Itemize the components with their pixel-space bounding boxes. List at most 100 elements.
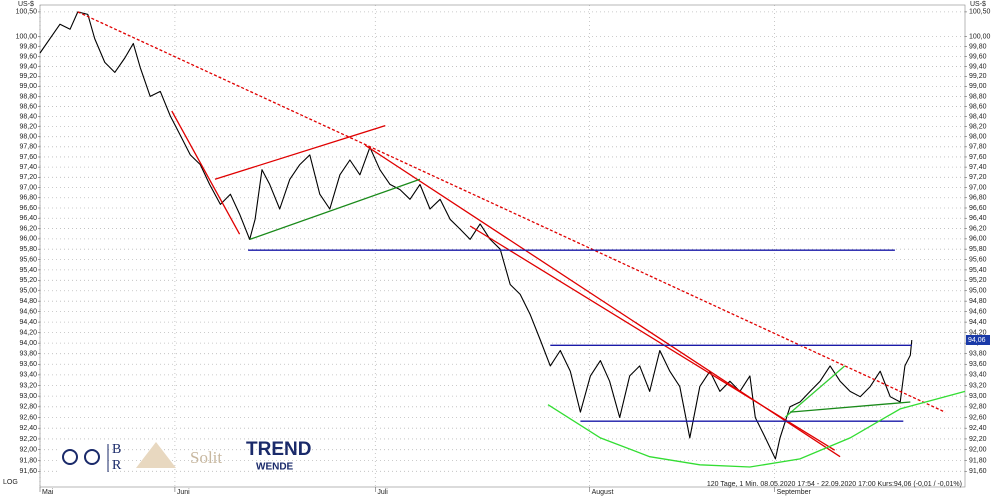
logo-text: B xyxy=(112,442,121,457)
y-unit-label: US-$ xyxy=(970,1,986,8)
y-tick-label: 93,40 xyxy=(969,372,987,379)
y-tick-label: 96,60 xyxy=(19,205,37,212)
y-tick-label: 95,60 xyxy=(19,256,37,263)
y-tick-label: 99,80 xyxy=(19,43,37,50)
y-tick-label: 98,20 xyxy=(19,123,37,130)
y-tick-label: 98,60 xyxy=(19,103,37,110)
y-tick-label: 96,60 xyxy=(969,205,987,212)
y-tick-label: 95,20 xyxy=(19,277,37,284)
y-tick-label: 98,60 xyxy=(969,103,987,110)
y-tick-label: 93,00 xyxy=(969,393,987,400)
y-tick-label: 95,00 xyxy=(969,288,987,295)
y-tick-label: 97,80 xyxy=(19,144,37,151)
y-tick-label: 94,40 xyxy=(969,319,987,326)
trend-line xyxy=(784,365,846,418)
y-tick-label: 95,40 xyxy=(969,267,987,274)
y-tick-label: 99,60 xyxy=(969,53,987,60)
y-tick-label: 99,80 xyxy=(969,43,987,50)
y-tick-label: 92,20 xyxy=(19,436,37,443)
plot-frame xyxy=(39,4,966,488)
y-tick-label: 100,50 xyxy=(16,9,38,16)
y-tick-label: 98,00 xyxy=(969,134,987,141)
y-tick-label: 92,40 xyxy=(19,425,37,432)
y-tick-label: 98,80 xyxy=(19,93,37,100)
y-tick-label: 91,80 xyxy=(969,457,987,464)
y-tick-label: 94,20 xyxy=(969,329,987,336)
y-tick-label: 91,80 xyxy=(19,457,37,464)
y-tick-label: 98,80 xyxy=(969,93,987,100)
y-tick-label: 91,60 xyxy=(969,468,987,475)
y-tick-label: 92,60 xyxy=(969,414,987,421)
logo-text: TREND xyxy=(246,439,311,460)
y-tick-label: 94,20 xyxy=(19,329,37,336)
y-tick-label: 97,00 xyxy=(19,184,37,191)
logo-icon xyxy=(136,442,176,468)
logo-text: Solit xyxy=(190,448,222,467)
y-tick-label: 95,80 xyxy=(19,246,37,253)
y-tick-label: 96,40 xyxy=(19,215,37,222)
y-tick-label: 99,00 xyxy=(19,83,37,90)
y-tick-label: 93,00 xyxy=(19,393,37,400)
price-line xyxy=(39,11,913,460)
y-tick-label: 92,80 xyxy=(19,404,37,411)
y-tick-label: 99,60 xyxy=(19,53,37,60)
y-tick-label: 96,80 xyxy=(19,195,37,202)
y-tick-label: 93,60 xyxy=(19,361,37,368)
logos xyxy=(58,442,176,472)
y-unit-label: US-$ xyxy=(18,1,34,8)
y-tick-label: 94,00 xyxy=(19,340,37,347)
y-tick-label: 97,20 xyxy=(19,174,37,181)
y-tick-label: 99,00 xyxy=(969,83,987,90)
y-tick-label: 95,60 xyxy=(969,256,987,263)
y-tick-label: 93,20 xyxy=(19,382,37,389)
y-tick-label: 96,00 xyxy=(19,236,37,243)
y-tick-label: 95,40 xyxy=(19,267,37,274)
y-tick-label: 94,80 xyxy=(19,298,37,305)
y-tick-label: 99,20 xyxy=(19,73,37,80)
y-tick-label: 96,80 xyxy=(969,195,987,202)
y-tick-label: 95,80 xyxy=(969,246,987,253)
logo-text: WENDE xyxy=(256,462,294,473)
trend-line xyxy=(789,401,911,413)
y-tick-label: 99,40 xyxy=(969,63,987,70)
x-tick-label: August xyxy=(592,489,614,496)
y-tick-label: 94,60 xyxy=(19,308,37,315)
y-tick-label: 99,20 xyxy=(969,73,987,80)
price-marker-label: 94,06 xyxy=(968,337,986,344)
trend-line xyxy=(547,390,966,468)
trend-line xyxy=(469,225,836,451)
y-tick-label: 97,60 xyxy=(19,154,37,161)
y-tick-label: 96,20 xyxy=(19,225,37,232)
trend-line xyxy=(171,110,241,235)
y-tick-label: 97,40 xyxy=(969,164,987,171)
y-tick-label: 94,80 xyxy=(969,298,987,305)
x-tick-label: Juni xyxy=(177,489,190,496)
y-tick-label: 98,40 xyxy=(19,113,37,120)
x-tick-label: September xyxy=(777,489,812,496)
y-tick-label: 100,00 xyxy=(16,33,38,40)
y-tick-label: 99,40 xyxy=(19,63,37,70)
y-tick-label: 92,00 xyxy=(19,447,37,454)
y-tick-label: 97,00 xyxy=(969,184,987,191)
y-tick-label: 92,40 xyxy=(969,425,987,432)
logo-text: R xyxy=(112,458,122,473)
y-tick-label: 96,40 xyxy=(969,215,987,222)
y-tick-label: 97,40 xyxy=(19,164,37,171)
y-tick-label: 92,80 xyxy=(969,404,987,411)
logo-icon xyxy=(84,449,100,465)
y-tick-label: 93,40 xyxy=(19,372,37,379)
trend-line xyxy=(77,11,946,413)
y-tick-label: 93,80 xyxy=(19,351,37,358)
logo-icon xyxy=(62,449,78,465)
y-tick-label: 91,60 xyxy=(19,468,37,475)
x-tick-label: Juli xyxy=(377,489,388,496)
y-tick-label: 97,80 xyxy=(969,144,987,151)
y-tick-label: 92,60 xyxy=(19,414,37,421)
y-tick-label: 98,40 xyxy=(969,113,987,120)
footer: 120 Tage, 1 Min. 08.05.2020 17:54 - 22.0… xyxy=(707,481,962,488)
y-tick-label: 93,20 xyxy=(969,382,987,389)
y-tick-label: 93,80 xyxy=(969,351,987,358)
y-tick-label: 92,20 xyxy=(969,436,987,443)
y-tick-label: 98,20 xyxy=(969,123,987,130)
